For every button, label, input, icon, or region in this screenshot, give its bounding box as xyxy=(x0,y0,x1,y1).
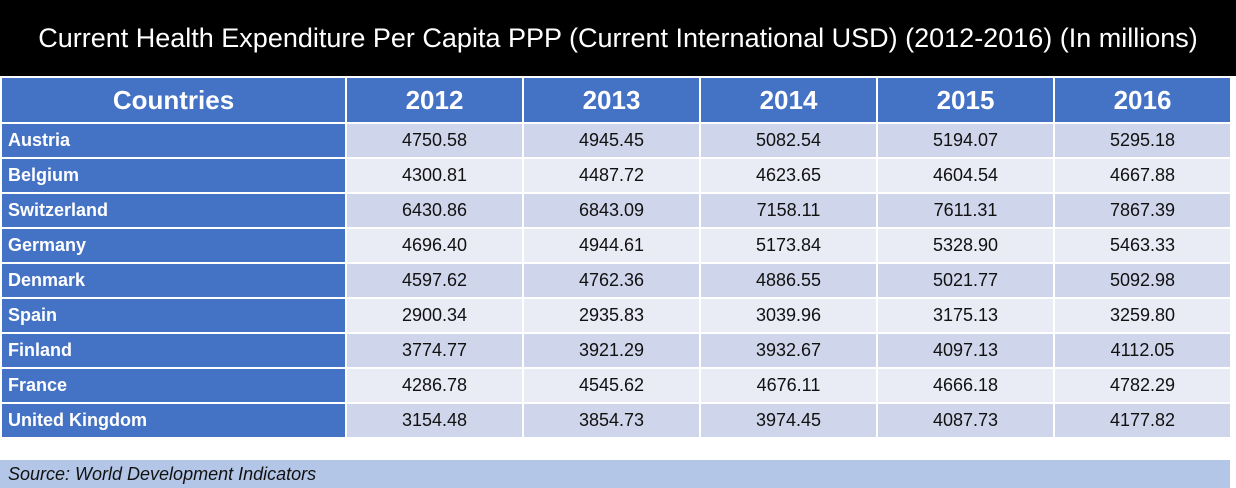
value-cell: 4300.81 xyxy=(345,157,524,194)
value-cell: 7611.31 xyxy=(876,192,1055,229)
value-cell: 4762.36 xyxy=(522,262,701,299)
column-header-2013: 2013 xyxy=(522,76,701,124)
table-row: Austria 4750.58 4945.45 5082.54 5194.07 5295.… xyxy=(0,122,1232,159)
value-cell: 3854.73 xyxy=(522,402,701,439)
value-cell: 4886.55 xyxy=(699,262,878,299)
value-cell: 3921.29 xyxy=(522,332,701,369)
value-cell: 2900.34 xyxy=(345,297,524,334)
value-cell: 2935.83 xyxy=(522,297,701,334)
table-row: Switzerland 6430.86 6843.09 7158.11 7611.31 7… xyxy=(0,192,1232,229)
value-cell: 3175.13 xyxy=(876,297,1055,334)
value-cell: 5021.77 xyxy=(876,262,1055,299)
value-cell: 4944.61 xyxy=(522,227,701,264)
column-header-2016: 2016 xyxy=(1053,76,1232,124)
value-cell: 5092.98 xyxy=(1053,262,1232,299)
value-cell: 3974.45 xyxy=(699,402,878,439)
value-cell: 4087.73 xyxy=(876,402,1055,439)
country-cell: Austria xyxy=(0,122,347,159)
table-row: Belgium 4300.81 4487.72 4623.65 4604.54 4667.… xyxy=(0,157,1232,194)
value-cell: 7867.39 xyxy=(1053,192,1232,229)
table-body: Austria 4750.58 4945.45 5082.54 5194.07 5295.… xyxy=(0,122,1232,439)
country-cell: Denmark xyxy=(0,262,347,299)
value-cell: 4945.45 xyxy=(522,122,701,159)
value-cell: 6430.86 xyxy=(345,192,524,229)
value-cell: 5173.84 xyxy=(699,227,878,264)
value-cell: 4097.13 xyxy=(876,332,1055,369)
value-cell: 5463.33 xyxy=(1053,227,1232,264)
value-cell: 7158.11 xyxy=(699,192,878,229)
value-cell: 3259.80 xyxy=(1053,297,1232,334)
table-row: United Kingdom 3154.48 3854.73 3974.45 4087.… xyxy=(0,402,1232,439)
value-cell: 3039.96 xyxy=(699,297,878,334)
value-cell: 4545.62 xyxy=(522,367,701,404)
value-cell: 4177.82 xyxy=(1053,402,1232,439)
table-row: Germany 4696.40 4944.61 5173.84 5328.90 5463.… xyxy=(0,227,1232,264)
data-table-container: Countries 2012 2013 2014 2015 2016 Austria 475… xyxy=(0,76,1236,488)
country-cell: Switzerland xyxy=(0,192,347,229)
table-row: France 4286.78 4545.62 4676.11 4666.18 4782.2… xyxy=(0,367,1232,404)
country-cell: Belgium xyxy=(0,157,347,194)
value-cell: 6843.09 xyxy=(522,192,701,229)
value-cell: 4597.62 xyxy=(345,262,524,299)
column-header-2015: 2015 xyxy=(876,76,1055,124)
value-cell: 4750.58 xyxy=(345,122,524,159)
table-title: Current Health Expenditure Per Capita PP… xyxy=(0,0,1236,76)
table-row: Spain 2900.34 2935.83 3039.96 3175.13 3259.80 xyxy=(0,297,1232,334)
value-cell: 4666.18 xyxy=(876,367,1055,404)
country-cell: Spain xyxy=(0,297,347,334)
value-cell: 5328.90 xyxy=(876,227,1055,264)
column-header-countries: Countries xyxy=(0,76,347,124)
value-cell: 5194.07 xyxy=(876,122,1055,159)
value-cell: 4604.54 xyxy=(876,157,1055,194)
value-cell: 4623.65 xyxy=(699,157,878,194)
country-cell: Finland xyxy=(0,332,347,369)
country-cell: United Kingdom xyxy=(0,402,347,439)
source-note: Source: World Development Indicators xyxy=(0,460,1230,488)
value-cell: 4487.72 xyxy=(522,157,701,194)
value-cell: 3932.67 xyxy=(699,332,878,369)
country-cell: France xyxy=(0,367,347,404)
value-cell: 3774.77 xyxy=(345,332,524,369)
header-row: Countries 2012 2013 2014 2015 2016 xyxy=(0,76,1232,124)
value-cell: 4782.29 xyxy=(1053,367,1232,404)
data-table: Countries 2012 2013 2014 2015 2016 Austria 475… xyxy=(0,76,1232,439)
country-cell: Germany xyxy=(0,227,347,264)
value-cell: 4696.40 xyxy=(345,227,524,264)
column-header-2014: 2014 xyxy=(699,76,878,124)
column-header-2012: 2012 xyxy=(345,76,524,124)
table-row: Denmark 4597.62 4762.36 4886.55 5021.77 5092.… xyxy=(0,262,1232,299)
table-row: Finland 3774.77 3921.29 3932.67 4097.13 4112.… xyxy=(0,332,1232,369)
value-cell: 4676.11 xyxy=(699,367,878,404)
value-cell: 3154.48 xyxy=(345,402,524,439)
value-cell: 4667.88 xyxy=(1053,157,1232,194)
value-cell: 5295.18 xyxy=(1053,122,1232,159)
value-cell: 5082.54 xyxy=(699,122,878,159)
value-cell: 4286.78 xyxy=(345,367,524,404)
value-cell: 4112.05 xyxy=(1053,332,1232,369)
